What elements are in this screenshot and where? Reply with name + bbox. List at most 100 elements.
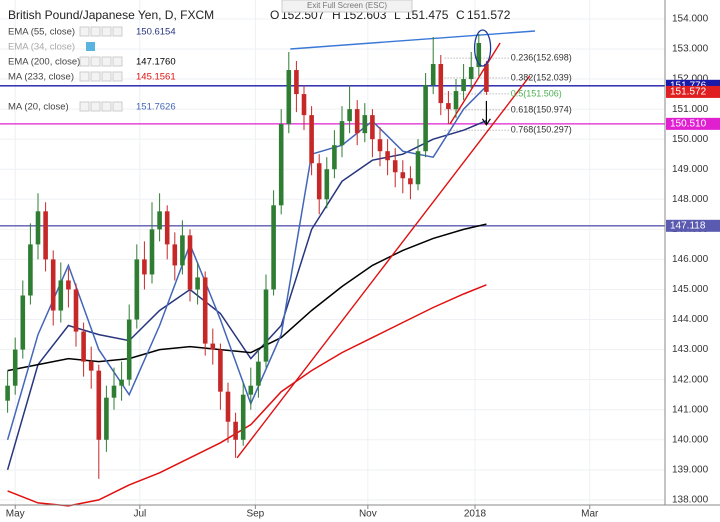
trendline — [449, 42, 501, 125]
candle-body — [50, 259, 56, 311]
x-tick-label: Jul — [133, 509, 146, 520]
candle-body — [408, 178, 413, 185]
candle-body — [286, 70, 292, 125]
candle-body — [446, 103, 451, 110]
legend-button[interactable] — [112, 26, 123, 37]
legend-button[interactable] — [101, 101, 112, 112]
legend-button[interactable] — [90, 71, 101, 82]
legend-button[interactable] — [86, 42, 95, 51]
candle-body — [58, 280, 64, 311]
candle-body — [309, 115, 314, 164]
indicator-line — [6, 120, 487, 471]
candle-body — [66, 280, 71, 290]
candle-body — [438, 64, 444, 104]
fib-label: 0.382(152.039) — [511, 72, 572, 82]
candle-body — [233, 421, 238, 440]
candle-body — [20, 295, 26, 350]
candle-body — [278, 124, 284, 206]
ohlc-value: 151.572 — [467, 8, 511, 22]
y-tick-label: 141.000 — [672, 404, 709, 415]
candle-body — [430, 64, 436, 86]
level-tag — [666, 117, 720, 130]
candle-body — [202, 277, 208, 344]
chart-title: British Pound/Japanese Yen, D, FXCM — [8, 8, 214, 22]
legend-button[interactable] — [101, 56, 112, 67]
candle-body — [415, 151, 421, 185]
candle-body — [484, 63, 489, 92]
y-tick-label: 148.000 — [672, 194, 709, 205]
legend-label: MA (20, close) — [8, 102, 69, 113]
legend-button[interactable] — [112, 56, 123, 67]
y-tick-label: 146.000 — [672, 254, 709, 265]
ohlc-value: 151.475 — [405, 8, 449, 22]
ohlc-letter: H — [332, 8, 341, 22]
legend-label: EMA (34, close) — [8, 42, 75, 53]
candle-body — [377, 139, 383, 152]
candle-body — [347, 109, 352, 122]
y-tick-label: 143.000 — [672, 344, 709, 355]
candle-body — [316, 163, 322, 200]
candle-body — [164, 211, 170, 245]
y-tick-label: 144.000 — [672, 314, 709, 325]
candle-body — [134, 259, 140, 320]
candle-body — [240, 394, 246, 440]
legend-button[interactable] — [90, 101, 101, 112]
y-tick-label: 142.000 — [672, 374, 709, 385]
legend-label: EMA (200, close) — [8, 57, 80, 68]
y-tick-label: 139.000 — [672, 464, 709, 475]
legend-value: 150.6154 — [136, 27, 176, 38]
candle-body — [461, 79, 466, 92]
legend-button[interactable] — [101, 26, 112, 37]
candle-body — [73, 289, 79, 332]
legend-label: EMA (55, close) — [8, 27, 75, 38]
candle-body — [370, 115, 375, 140]
exit-fullscreen-label[interactable]: Exit Full Screen (ESC) — [307, 1, 387, 10]
candle-body — [28, 244, 33, 296]
candle-body — [180, 235, 185, 266]
x-tick-label: Mar — [581, 509, 599, 520]
candle-body — [248, 385, 254, 395]
candle-body — [5, 385, 10, 401]
y-tick-label: 138.000 — [672, 495, 709, 506]
legend-button[interactable] — [79, 26, 90, 37]
legend-button[interactable] — [90, 56, 101, 67]
x-tick-label: Nov — [359, 509, 377, 520]
fib-label: 0.618(150.974) — [511, 104, 572, 114]
candle-body — [256, 361, 261, 386]
candle-body — [210, 343, 216, 350]
candle-body — [195, 277, 200, 290]
x-tick-label: 2018 — [464, 509, 487, 520]
candle-body — [271, 205, 276, 290]
legend-button[interactable] — [90, 26, 101, 37]
candle-body — [362, 115, 368, 134]
last-price-tag — [666, 85, 720, 98]
candle-body — [81, 331, 86, 362]
legend-button[interactable] — [79, 56, 90, 67]
level-tag-label: 150.510 — [670, 118, 707, 129]
highlight-ellipse — [473, 29, 492, 67]
arrow — [481, 100, 491, 126]
candle-body — [126, 319, 132, 380]
legend-button[interactable] — [101, 71, 112, 82]
candle-body — [149, 229, 155, 275]
candle-body — [104, 397, 109, 440]
candle-body — [225, 391, 231, 422]
candle-body — [392, 160, 398, 173]
exit-fullscreen[interactable] — [281, 0, 413, 13]
candle-body — [468, 67, 474, 80]
legend-button[interactable] — [112, 101, 123, 112]
candle-body — [119, 379, 124, 386]
y-tick-label: 140.000 — [672, 434, 709, 445]
candle-body — [400, 172, 406, 179]
legend-button[interactable] — [112, 71, 123, 82]
legend-button[interactable] — [79, 101, 90, 112]
legend-button[interactable] — [79, 71, 90, 82]
last-price-label: 151.572 — [670, 87, 707, 98]
level-tag — [666, 219, 720, 232]
fib-label: 0.768(150.297) — [511, 125, 572, 135]
y-tick-label: 153.000 — [672, 44, 709, 55]
candle-body — [423, 85, 428, 152]
candle-body — [339, 121, 345, 146]
candle-body — [12, 349, 18, 386]
